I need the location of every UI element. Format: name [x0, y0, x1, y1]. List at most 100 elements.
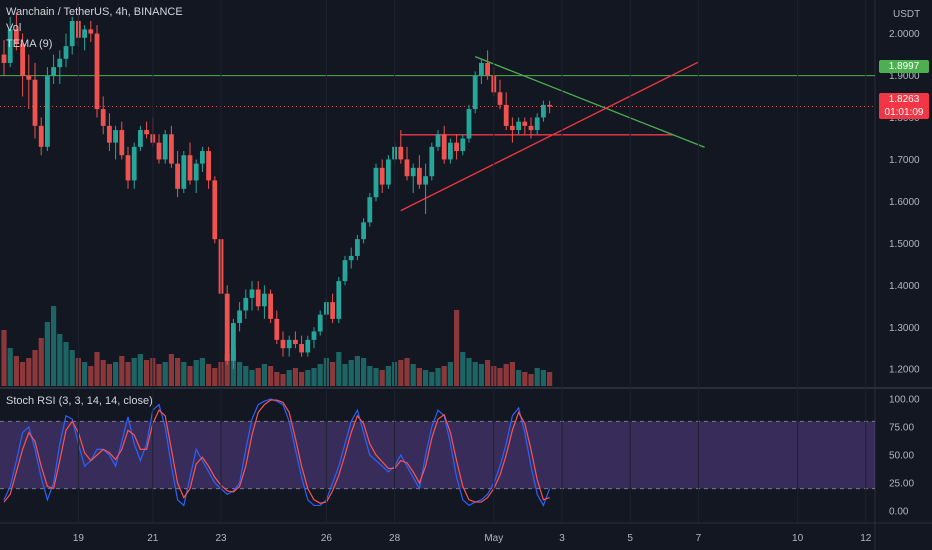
volume-bar — [292, 368, 298, 386]
volume-bar — [460, 352, 466, 386]
candle-body — [231, 323, 236, 361]
volume-bar — [57, 334, 63, 386]
candle-body — [330, 302, 335, 319]
candle-body — [63, 46, 69, 59]
volume-bar — [63, 342, 69, 386]
volume-bar — [94, 352, 100, 386]
stoch-tick-label: 0.00 — [889, 507, 909, 518]
volume-bar — [268, 366, 274, 386]
volume-bar — [516, 370, 522, 386]
candle-body — [237, 310, 242, 324]
volume-bar — [522, 372, 528, 386]
time-tick-label: May — [484, 533, 503, 544]
price-tick-label: 1.3000 — [889, 323, 920, 334]
volume-bar — [379, 370, 385, 386]
price-tick-label: 1.2000 — [889, 365, 920, 376]
candle-body — [131, 146, 137, 181]
resistance-price-tag: 1.8997 — [879, 60, 929, 73]
candle-body — [460, 138, 466, 152]
volume-bar — [547, 372, 553, 386]
candle-body — [410, 167, 416, 177]
tema-legend: TEMA (9) — [6, 38, 53, 50]
time-tick-label: 7 — [696, 533, 702, 544]
volume-bar — [156, 364, 162, 386]
volume-bar — [509, 362, 515, 386]
volume-bar — [249, 370, 255, 386]
candle-body — [547, 104, 552, 107]
volume-bar — [404, 358, 410, 386]
candle-body — [268, 293, 273, 319]
time-tick-label: 23 — [215, 533, 227, 544]
candle-body — [57, 58, 63, 68]
volume-bar — [199, 358, 205, 386]
volume-bar — [187, 366, 193, 386]
volume-bar — [224, 354, 230, 386]
time-tick-label: 28 — [389, 533, 401, 544]
volume-bar — [125, 362, 131, 386]
volume-bar — [206, 364, 212, 386]
time-tick-label: 3 — [559, 533, 565, 544]
volume-bar — [168, 354, 174, 386]
volume-bar — [274, 372, 280, 386]
volume-bar — [342, 364, 348, 386]
candle-body — [162, 134, 168, 160]
volume-bar — [478, 364, 484, 386]
volume-bar — [106, 364, 112, 386]
time-tick-label: 21 — [147, 533, 159, 544]
candle-body — [311, 331, 317, 340]
candle-body — [255, 289, 261, 307]
volume-bar — [354, 356, 360, 386]
volume-bar — [261, 364, 267, 386]
volume-bar — [243, 366, 249, 386]
volume-bar — [423, 370, 429, 386]
volume-bar — [410, 364, 416, 386]
candle-body — [14, 29, 19, 45]
candle-body — [342, 260, 348, 282]
candle-body — [479, 62, 484, 76]
stoch-tick-label: 100.00 — [889, 394, 920, 405]
candle-body — [404, 159, 410, 177]
candle-body — [175, 163, 180, 189]
volume-bar — [13, 356, 19, 386]
stoch-tick-label: 25.00 — [889, 479, 914, 490]
time-tick-label: 12 — [860, 533, 872, 544]
volume-bar — [113, 362, 119, 386]
volume-bar — [175, 358, 181, 386]
volume-bar — [286, 370, 292, 386]
candle-body — [497, 92, 503, 105]
volume-bar — [144, 360, 150, 386]
volume-bar — [348, 360, 354, 386]
candle-body — [534, 117, 540, 131]
candle-body — [88, 29, 94, 34]
volume-bar — [237, 362, 243, 386]
volume-bar — [38, 338, 44, 386]
candle-body — [119, 130, 125, 156]
volume-bar — [280, 374, 286, 386]
candle-body — [26, 75, 32, 80]
volume-bar — [193, 360, 199, 386]
candle-body — [398, 146, 404, 160]
volume-bar — [330, 362, 336, 386]
volume-bar — [100, 360, 106, 386]
candle-body — [156, 142, 162, 160]
volume-bar — [367, 366, 373, 386]
volume-bar — [212, 368, 218, 386]
volume-bar — [119, 356, 125, 386]
stoch-k-line — [3, 398, 551, 507]
time-tick-label: 19 — [73, 533, 85, 544]
time-tick-label: 26 — [321, 533, 333, 544]
volume-bar — [137, 354, 143, 386]
candle-body — [45, 75, 50, 147]
candle-body — [7, 29, 13, 63]
ascending-trend-line — [400, 61, 699, 212]
volume-bar — [311, 368, 317, 386]
candle-body — [454, 142, 459, 152]
volume-legend: Vol — [6, 22, 22, 34]
price-tick-label: 1.9000 — [889, 71, 920, 82]
volume-bar — [299, 372, 305, 386]
volume-bar — [26, 358, 32, 386]
candle-body — [485, 62, 490, 76]
candle-body — [187, 155, 193, 181]
volume-bar — [485, 360, 491, 386]
